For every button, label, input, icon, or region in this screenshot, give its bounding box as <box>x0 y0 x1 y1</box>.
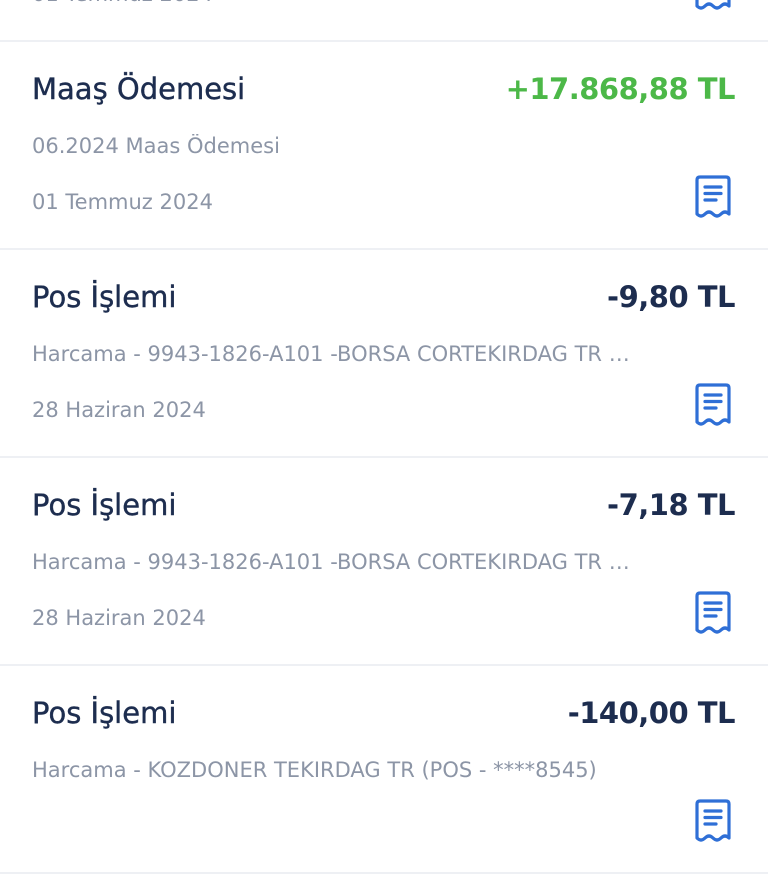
transaction-date: 01 Temmuz 2024 <box>32 190 213 214</box>
transaction-row[interactable]: Maaş Ödemesi +17.868,88 TL 06.2024 Maas Öd… <box>0 42 768 250</box>
transaction-title: Maaş Ödemesi <box>32 72 246 106</box>
transaction-row[interactable]: Pos İşlemi -7,18 TL Harcama - 9943-1826-A1… <box>0 458 768 666</box>
transaction-date: 01 Temmuz 2024 <box>32 0 213 6</box>
receipt-icon[interactable] <box>694 798 732 844</box>
transaction-description: Harcama - 9943-1826-A101 -BORSA CORTEKIR… <box>32 342 632 366</box>
transaction-description: Harcama - KOZDONER TEKIRDAG TR (POS - **… <box>32 758 597 782</box>
transaction-amount: -140,00 TL <box>567 696 736 730</box>
transaction-row[interactable]: Pos İşlemi -140,00 TL Harcama - KOZDONER T… <box>0 666 768 874</box>
receipt-icon[interactable] <box>694 590 732 636</box>
transaction-amount: -7,18 TL <box>607 488 735 522</box>
transaction-amount: +17.868,88 TL <box>505 72 736 106</box>
transaction-amount: -9,80 TL <box>607 280 735 314</box>
receipt-icon[interactable] <box>694 0 732 12</box>
transaction-title: Pos İşlemi <box>32 280 177 314</box>
transaction-date: 28 Haziran 2024 <box>32 398 206 422</box>
transaction-description: Harcama - 9943-1826-A101 -BORSA CORTEKIR… <box>32 550 632 574</box>
transaction-date: 28 Haziran 2024 <box>32 606 206 630</box>
receipt-icon[interactable] <box>694 382 732 428</box>
transaction-title: Pos İşlemi <box>32 488 177 522</box>
transaction-row[interactable]: 01 Temmuz 2024 <box>0 0 768 42</box>
receipt-icon[interactable] <box>694 174 732 220</box>
transaction-title: Pos İşlemi <box>32 696 177 730</box>
transaction-row[interactable]: Pos İşlemi -9,80 TL Harcama - 9943-1826-A1… <box>0 250 768 458</box>
transaction-description: 06.2024 Maas Ödemesi <box>32 134 280 158</box>
